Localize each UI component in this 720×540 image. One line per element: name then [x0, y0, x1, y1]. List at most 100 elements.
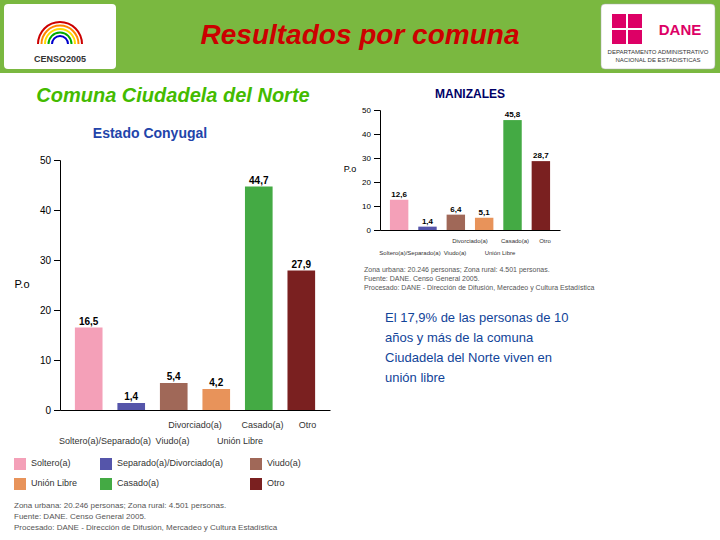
data-label: 28,7 — [533, 151, 549, 160]
y-tick-label: 30 — [362, 154, 371, 163]
y-tick-label: 50 — [40, 155, 52, 166]
x-axis-line — [381, 230, 561, 231]
y-tick-label: 50 — [362, 106, 371, 115]
logo-arc — [37, 21, 83, 44]
footer-note: Fuente: DANE. Censo General 2005. — [364, 275, 480, 282]
y-tick: 40 — [40, 205, 60, 216]
y-tick-mark — [54, 310, 60, 311]
text-line: El 17,9% de las personas de 10 — [385, 310, 569, 325]
y-tick: 20 — [40, 305, 60, 316]
logo-box — [601, 4, 715, 69]
y-tick-mark — [374, 182, 380, 183]
data-label: 6,4 — [450, 205, 462, 214]
y-tick-mark — [54, 210, 60, 211]
category-annotation: Viudo(a) — [444, 250, 467, 256]
legend-swatch — [14, 478, 26, 490]
page-subtitle: Comuna Ciudadela del Norte — [36, 84, 309, 106]
bar — [75, 328, 103, 411]
y-tick-label: 10 — [40, 355, 52, 366]
logo-arc — [41, 25, 80, 45]
y-axis-label: P.o — [14, 278, 29, 290]
text-line: unión libre — [385, 370, 445, 385]
y-tick-mark — [374, 206, 380, 207]
logo-square — [628, 30, 642, 44]
y-tick: 50 — [40, 155, 60, 166]
category-annotation: Casado(a) — [241, 420, 283, 430]
y-tick: 20 — [362, 178, 380, 187]
legend-label: Viudo(a) — [267, 458, 301, 468]
y-axis: 0 10 20 30 40 50 — [362, 106, 380, 235]
data-labels: 12,61,46,45,145,828,7 — [391, 110, 549, 226]
x-axis — [381, 230, 561, 231]
data-label: 44,7 — [249, 175, 269, 186]
data-label: 4,2 — [209, 377, 223, 388]
category-annotation: Soltero(a)/Separado(a) — [59, 436, 151, 446]
legend: Soltero(a) Separado(a)/Divorciado(a) Viudo… — [14, 458, 301, 490]
bar — [117, 403, 145, 410]
category-annotation: Unión Libre — [485, 250, 516, 256]
y-tick-mark — [54, 360, 60, 361]
legend-label: Casado(a) — [117, 478, 159, 488]
y-tick-label: 30 — [40, 255, 52, 266]
y-tick-label: 40 — [40, 205, 52, 216]
logo-arc — [48, 32, 73, 45]
bar — [532, 161, 550, 230]
y-tick-mark — [54, 160, 60, 161]
y-tick: 50 — [362, 106, 380, 115]
category-annotation: Viudo(a) — [156, 436, 190, 446]
y-axis-line — [374, 111, 381, 231]
text-line: Ciudadela del Norte viven en — [385, 350, 552, 365]
y-tick: 10 — [40, 355, 60, 366]
header-bar — [0, 0, 720, 73]
y-tick-label: 0 — [367, 226, 372, 235]
y-tick: 30 — [40, 255, 60, 266]
logo-text: DEPARTAMENTO ADMINISTRATIVONACIONAL DE E… — [608, 49, 709, 63]
legend-swatch — [100, 458, 112, 470]
bar — [160, 383, 188, 410]
text-line: años y más de la comuna — [385, 330, 534, 345]
y-tick-mark — [374, 134, 380, 135]
footer-note: Procesado: DANE - Dirección de Difusión,… — [14, 523, 278, 532]
category-annotation: Casado(a) — [501, 238, 529, 244]
logo-text: CENSO2005 — [34, 54, 86, 64]
legend-label: Soltero(a) — [31, 458, 71, 468]
y-tick-mark — [374, 230, 380, 231]
category-annotation: Otro — [299, 420, 317, 430]
bar — [475, 218, 493, 230]
chart-title: MANIZALES — [435, 87, 505, 101]
data-label: 1,4 — [124, 391, 138, 402]
bar — [202, 389, 230, 410]
y-tick-label: 10 — [362, 202, 371, 211]
y-tick-label: 40 — [362, 130, 371, 139]
category-annotation: Otro — [539, 238, 551, 244]
logo-square — [612, 14, 626, 28]
footer-note: Procesado: DANE - Dirección de Difusión,… — [364, 284, 594, 292]
y-tick: 10 — [362, 202, 380, 211]
footer-note: Fuente: DANE. Censo General 2005. — [14, 512, 146, 521]
footer-note: Zona urbana: 20.246 personas; Zona rural… — [14, 501, 226, 510]
y-axis: 0 10 20 30 40 50 — [40, 155, 61, 416]
y-tick: 30 — [362, 154, 380, 163]
data-label: 5,1 — [479, 208, 491, 217]
category-annotation: Divorciado(a) — [452, 238, 488, 244]
bar — [447, 215, 465, 230]
data-label: 1,4 — [422, 217, 434, 226]
chart-svg: CENSO2005DANEDEPARTAMENTO ADMINISTRATIVO… — [0, 0, 720, 540]
y-tick: 40 — [362, 130, 380, 139]
y-tick: 0 — [45, 405, 60, 416]
category-annotation: Soltero(a)/Separado(a) — [379, 250, 440, 256]
category-annotation: Unión Libre — [217, 436, 263, 446]
legend-label: Otro — [267, 478, 285, 488]
legend-label: Separado(a)/Divorciado(a) — [117, 458, 223, 468]
y-tick: 0 — [367, 226, 380, 235]
y-axis-line — [54, 161, 61, 411]
bar-chart-0: Estado Conyugal01020304050P.o16,51,45,44… — [14, 125, 331, 532]
text-line: DEPARTAMENTO ADMINISTRATIVO — [608, 49, 709, 55]
logo-square — [628, 14, 642, 28]
annotation: El 17,9% de las personas de 10 años y más… — [385, 310, 569, 385]
chart-container: CENSO2005DANEDEPARTAMENTO ADMINISTRATIVO… — [0, 0, 720, 540]
bar — [418, 227, 436, 230]
bar — [503, 120, 521, 230]
bar — [287, 271, 315, 411]
bars — [390, 120, 550, 230]
